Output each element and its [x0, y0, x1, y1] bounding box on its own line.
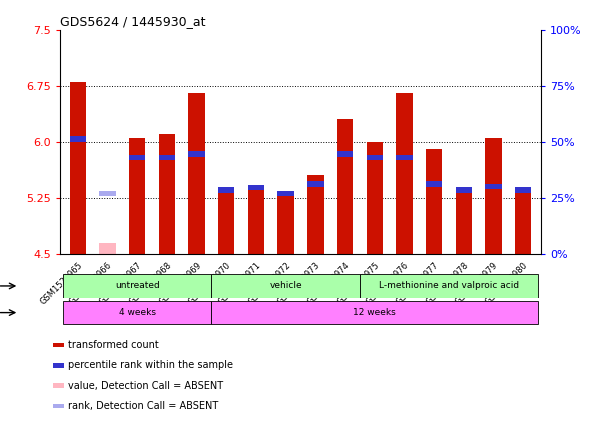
Bar: [53, 383, 64, 388]
Bar: [456, 190, 472, 254]
Text: percentile rank within the sample: percentile rank within the sample: [68, 360, 233, 371]
Bar: [426, 181, 442, 187]
Bar: [189, 93, 205, 254]
Text: untreated: untreated: [115, 281, 160, 291]
Bar: [159, 155, 175, 160]
Bar: [396, 93, 412, 254]
Bar: [307, 181, 323, 187]
Bar: [70, 82, 86, 254]
Text: 12 weeks: 12 weeks: [353, 308, 396, 317]
Text: value, Detection Call = ABSENT: value, Detection Call = ABSENT: [68, 381, 223, 391]
Bar: [218, 187, 234, 192]
Bar: [278, 191, 294, 196]
Bar: [485, 184, 502, 189]
Bar: [129, 155, 145, 160]
Bar: [248, 185, 264, 190]
Bar: [360, 274, 538, 298]
Bar: [248, 187, 264, 254]
Bar: [396, 155, 412, 160]
Bar: [337, 119, 353, 254]
Text: rank, Detection Call = ABSENT: rank, Detection Call = ABSENT: [68, 401, 218, 411]
Text: GDS5624 / 1445930_at: GDS5624 / 1445930_at: [60, 16, 206, 28]
Bar: [212, 301, 538, 324]
Bar: [515, 187, 531, 254]
Bar: [53, 343, 64, 348]
Bar: [159, 134, 175, 254]
Bar: [99, 191, 116, 196]
Bar: [189, 151, 205, 157]
Bar: [367, 155, 383, 160]
Text: 4 weeks: 4 weeks: [119, 308, 156, 317]
Bar: [99, 242, 116, 254]
Bar: [70, 137, 86, 142]
Bar: [337, 151, 353, 157]
Text: vehicle: vehicle: [269, 281, 302, 291]
Bar: [212, 274, 360, 298]
Bar: [515, 187, 531, 192]
Bar: [53, 404, 64, 409]
Bar: [456, 187, 472, 192]
Bar: [367, 142, 383, 254]
Text: transformed count: transformed count: [68, 340, 159, 350]
Bar: [63, 301, 212, 324]
Bar: [129, 138, 145, 254]
Bar: [307, 175, 323, 254]
Bar: [278, 196, 294, 254]
Text: L-methionine and valproic acid: L-methionine and valproic acid: [379, 281, 519, 291]
Bar: [426, 149, 442, 254]
Bar: [53, 363, 64, 368]
Bar: [63, 274, 212, 298]
Bar: [218, 190, 234, 254]
Bar: [485, 138, 502, 254]
